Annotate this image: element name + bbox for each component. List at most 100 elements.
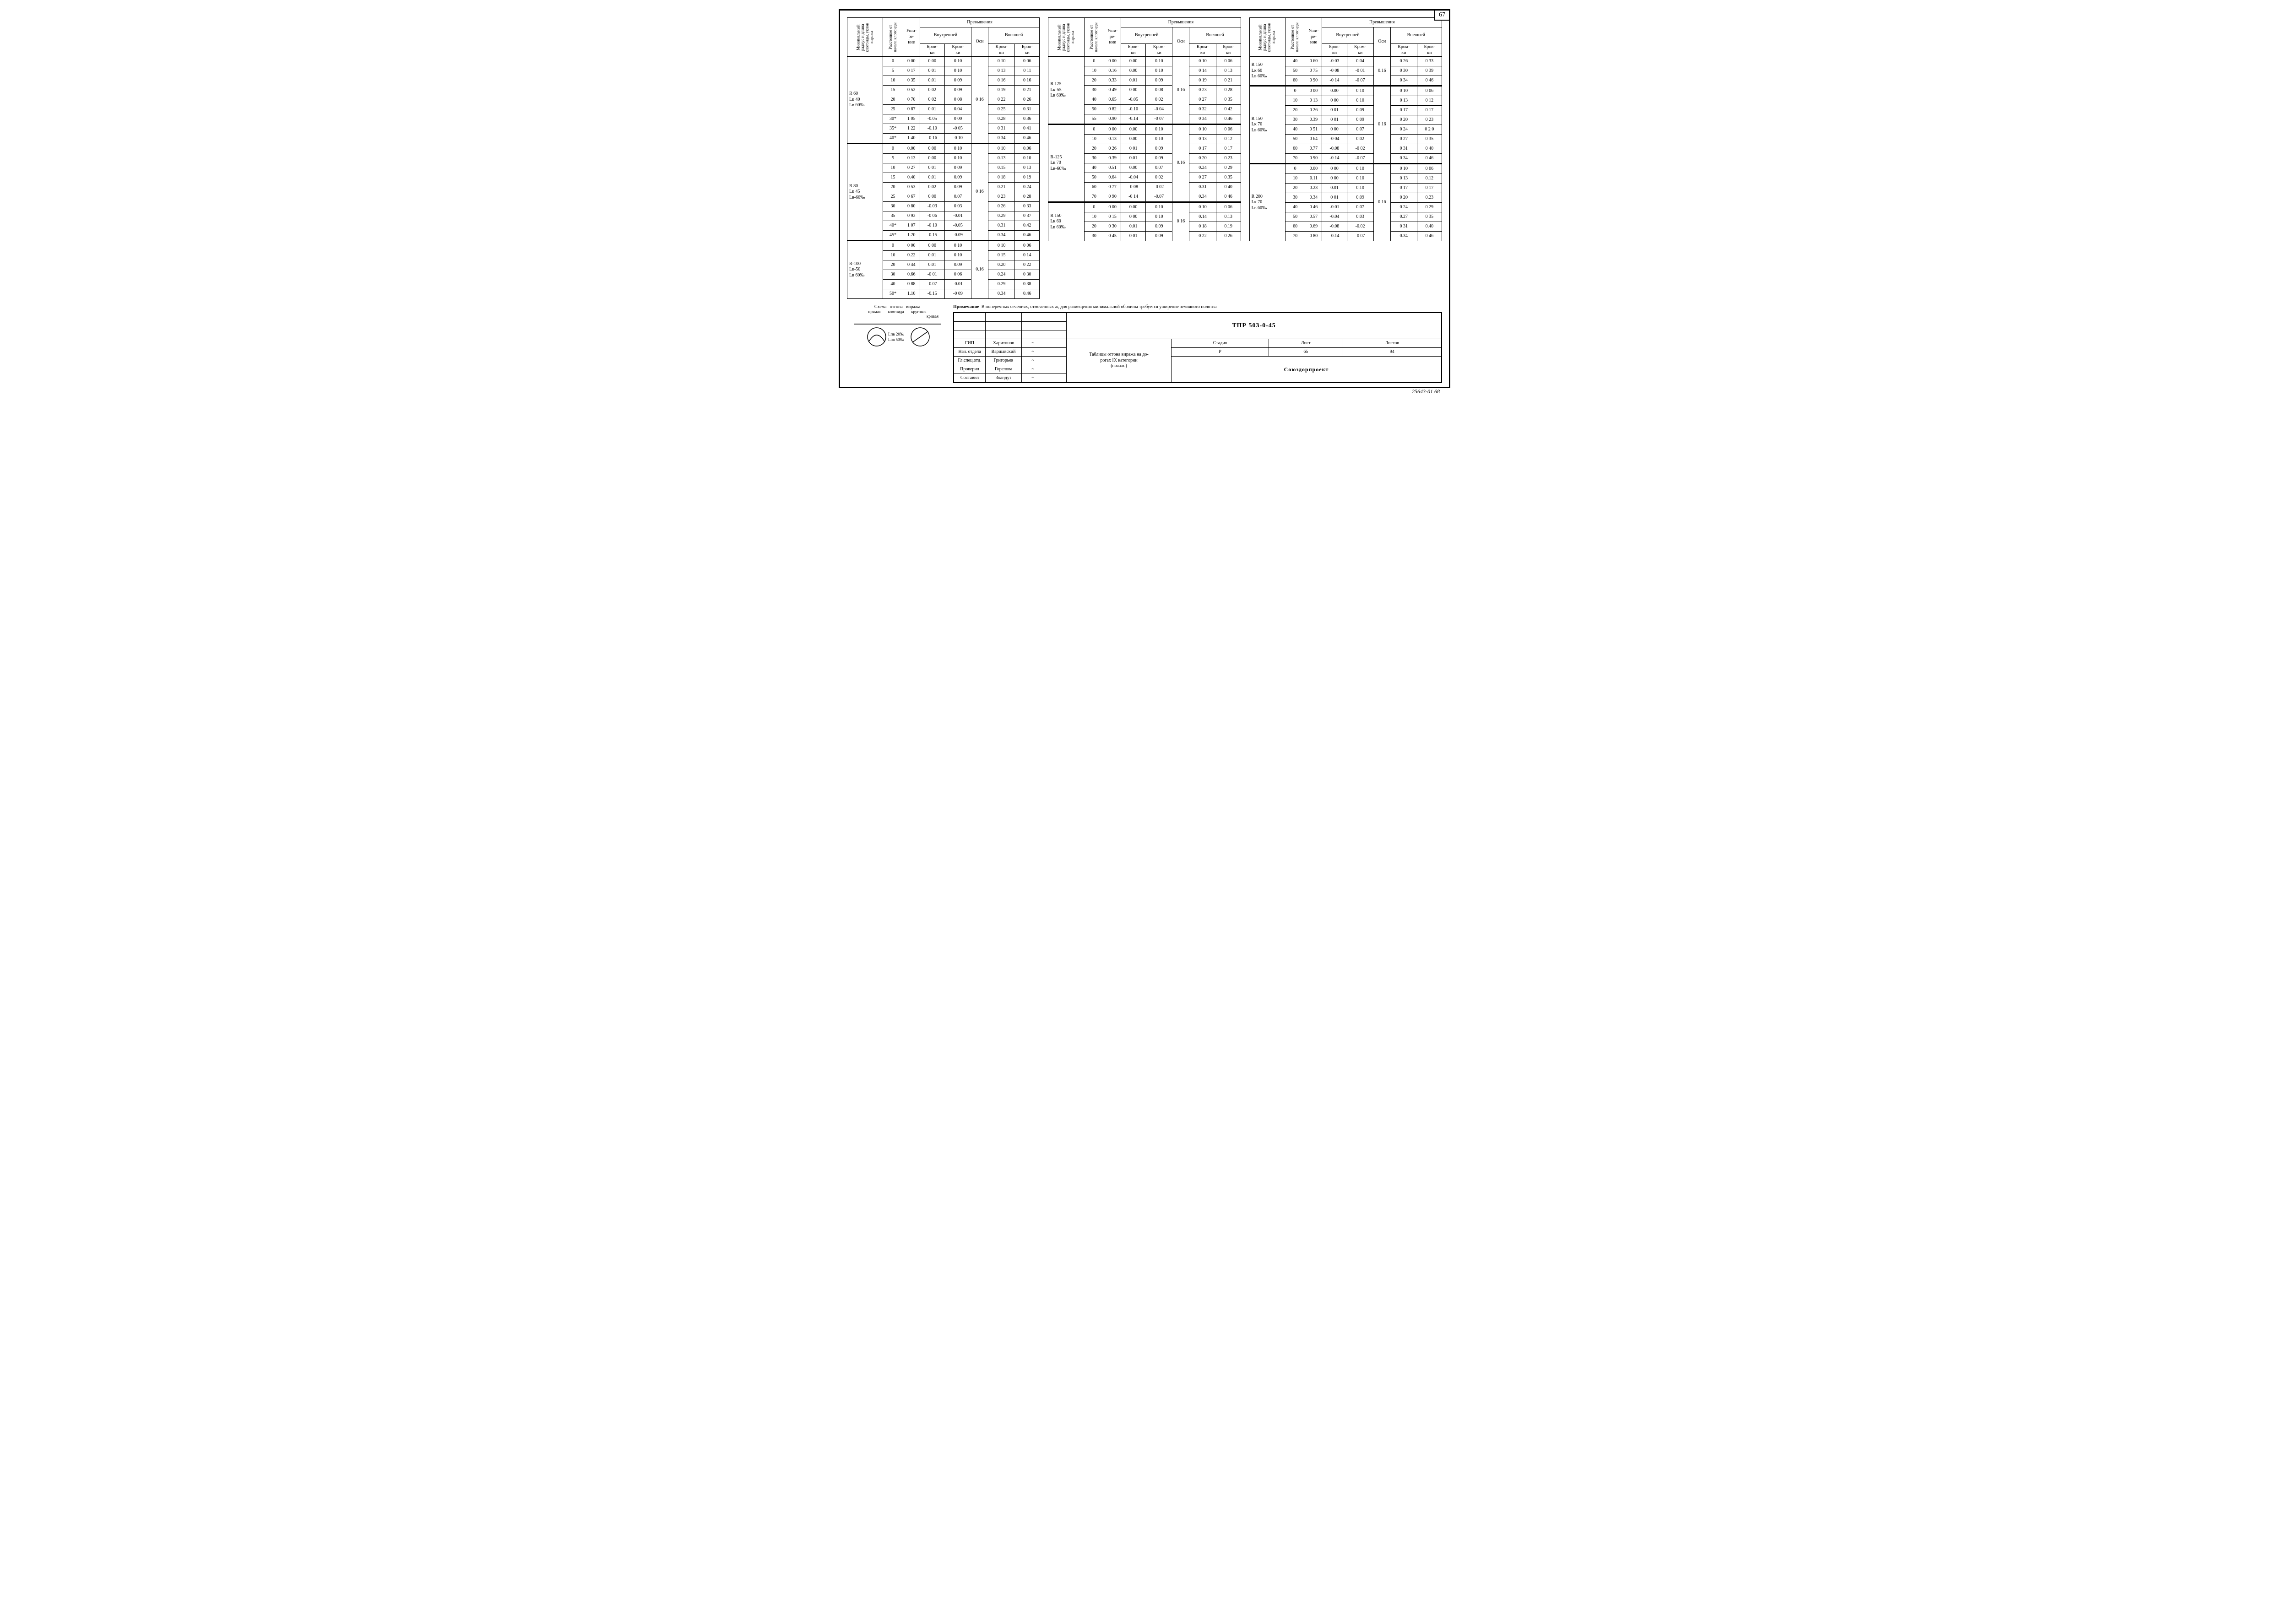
- cell-in-brov: 0 01: [1322, 106, 1347, 115]
- cell-dist: 40: [1285, 57, 1305, 66]
- sheet-val: 65: [1269, 348, 1343, 357]
- table-row: R-100 Lк-50 Lв 60‰00 000 000 100.160 100…: [847, 241, 1040, 251]
- role-1: Нач. отдела: [954, 348, 986, 357]
- cell-in-brov: -0 03: [1322, 57, 1347, 66]
- cell-in-brov: -0.08: [1322, 222, 1347, 232]
- cell-out-brov: 0 40: [1417, 144, 1442, 154]
- cell-in-brov: -0 14: [1322, 76, 1347, 86]
- cell-out-krom: 0.14: [1189, 212, 1216, 222]
- bottom-area: Схема отгона виража прямая клотоида круг…: [847, 304, 1442, 383]
- group-label: R 150 Lк 60 Lв 60‰: [1249, 57, 1285, 86]
- cell-dist: 0: [1084, 202, 1104, 212]
- cell-in-krom: 0 10: [944, 66, 971, 76]
- cell-widen: 0 00: [1104, 57, 1121, 66]
- cell-in-brov: 0.01: [1121, 222, 1146, 232]
- cell-out-krom: 0 30: [1390, 66, 1417, 76]
- cell-out-krom: 0.29: [988, 211, 1015, 221]
- cell-in-krom: 0.07: [944, 192, 971, 202]
- cell-out-brov: 0 46: [1216, 192, 1241, 202]
- cell-in-brov: -0.10: [1121, 105, 1146, 114]
- cell-out-krom: 0 10: [1189, 125, 1216, 135]
- cell-dist: 60: [1285, 144, 1305, 154]
- note: Примечание В поперечных сечениях, отмече…: [953, 304, 1442, 309]
- cell-out-krom: 0.34: [988, 289, 1015, 299]
- cell-in-brov: 0 00: [920, 57, 944, 66]
- cell-in-krom: 0.07: [1347, 203, 1373, 212]
- cell-in-brov: -0.03: [920, 202, 944, 211]
- cell-out-brov: 0.13: [1216, 212, 1241, 222]
- cell-in-krom: -0.01: [944, 211, 971, 221]
- cell-dist: 30: [1285, 193, 1305, 203]
- cell-dist: 50: [1285, 135, 1305, 144]
- drawing-sheet: 67 Минимальный радиус и длина клотоиды, …: [839, 9, 1450, 388]
- cell-in-krom: 0 09: [1146, 76, 1172, 86]
- cell-out-brov: 0 06: [1015, 57, 1040, 66]
- cell-in-brov: -0 01: [920, 270, 944, 280]
- cell-out-krom: 0.21: [988, 183, 1015, 192]
- cell-widen: 0.13: [1104, 135, 1121, 144]
- cell-dist: 0: [1084, 57, 1104, 66]
- schema-label-1: Lпв 20‰: [888, 332, 904, 336]
- cell-out-krom: 0.24: [1189, 163, 1216, 173]
- cell-out-brov: 0.46: [1015, 289, 1040, 299]
- cell-out-krom: 0 13: [988, 66, 1015, 76]
- cell-widen: 0 00: [1305, 86, 1322, 96]
- cell-dist: 20: [883, 260, 903, 270]
- cell-widen: 0 70: [903, 95, 920, 105]
- cell-dist: 30: [883, 202, 903, 211]
- cell-dist: 70: [1084, 192, 1104, 202]
- cell-out-krom: 0 31: [988, 124, 1015, 134]
- cell-widen: 0 82: [1104, 105, 1121, 114]
- cell-out-krom: 0 20: [1390, 115, 1417, 125]
- cell-dist: 30: [883, 270, 903, 280]
- cell-widen: 0 13: [1305, 96, 1322, 106]
- cell-dist: 40: [1285, 203, 1305, 212]
- cell-widen: 1.20: [903, 231, 920, 241]
- cell-out-brov: 0.42: [1015, 221, 1040, 231]
- cell-in-brov: 0.00: [1121, 163, 1146, 173]
- cell-in-brov: -0.08: [1322, 144, 1347, 154]
- data-table: Минимальный радиус и длина клотоиды, укл…: [847, 17, 1040, 299]
- cell-in-brov: 0 00: [920, 144, 944, 154]
- cell-out-brov: 0.24: [1015, 183, 1040, 192]
- cell-widen: 1 40: [903, 134, 920, 144]
- title-block: ТПР 503-0-45 ГИП Харитонов ~ Таблицы отг…: [953, 312, 1442, 383]
- cell-in-krom: 0 02: [1146, 173, 1172, 183]
- cell-out-krom: 0 27: [1189, 173, 1216, 183]
- cell-dist: 55: [1084, 114, 1104, 125]
- cell-widen: 0 93: [903, 211, 920, 221]
- cell-in-brov: 0.00: [1322, 86, 1347, 96]
- cell-out-brov: 0 46: [1015, 134, 1040, 144]
- cell-widen: 0 30: [1104, 222, 1121, 232]
- cell-in-brov: 0 00: [1322, 125, 1347, 135]
- cell-in-krom: 0 09: [1347, 106, 1373, 115]
- cell-out-krom: 0 23: [1189, 86, 1216, 95]
- cell-out-brov: 0.06: [1015, 144, 1040, 154]
- cell-widen: 0.39: [1305, 115, 1322, 125]
- group-label: R 125 Lк-55 Lв 60‰: [1048, 57, 1084, 125]
- cell-in-krom: 0.03: [1347, 212, 1373, 222]
- cell-in-krom: 0.07: [1146, 163, 1172, 173]
- cell-in-brov: -0.04: [1121, 173, 1146, 183]
- cell-widen: 1 07: [903, 221, 920, 231]
- cell-out-krom: 0 10: [1390, 86, 1417, 96]
- cell-in-krom: -0.07: [1146, 192, 1172, 202]
- cell-dist: 30: [1084, 86, 1104, 95]
- cell-dist: 0: [883, 57, 903, 66]
- cell-out-brov: 0.23: [1216, 154, 1241, 163]
- table-row: R 200 Lк 70 Lв 60‰00.000 000 100 160 100…: [1249, 164, 1442, 174]
- group-label: R 80 Lк 45 Lв-60‰: [847, 144, 883, 241]
- cell-in-krom: 0 04: [1347, 57, 1373, 66]
- cell-out-krom: 0 31: [1390, 144, 1417, 154]
- cell-out-krom: 0 24: [1390, 203, 1417, 212]
- cell-widen: 0.11: [1305, 174, 1322, 184]
- group-label: R-125 Lк 70 Lв-60‰: [1048, 125, 1084, 202]
- cell-in-brov: 0 00: [920, 192, 944, 202]
- cell-in-brov: -0 16: [920, 134, 944, 144]
- name-4: Зоандут: [986, 374, 1022, 383]
- cell-in-krom: -0 10: [944, 134, 971, 144]
- cell-out-krom: 0 10: [1390, 164, 1417, 174]
- cell-dist: 0: [1285, 164, 1305, 174]
- cell-dist: 50: [1285, 66, 1305, 76]
- group-label: R 200 Lк 70 Lв 60‰: [1249, 164, 1285, 241]
